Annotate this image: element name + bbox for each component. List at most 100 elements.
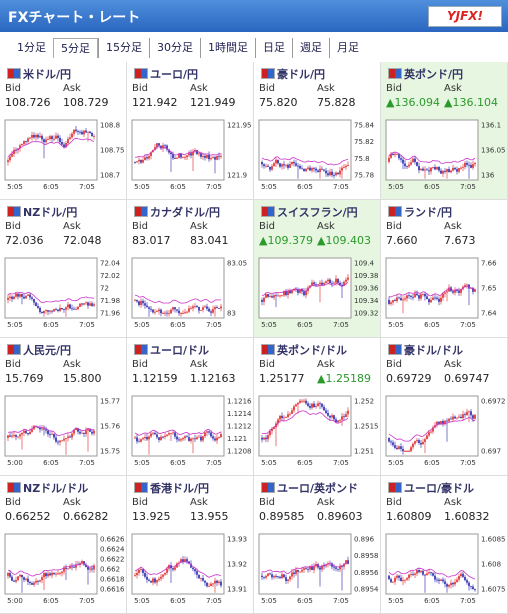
y-tick-label: 0.6618 bbox=[100, 576, 125, 584]
panel[interactable]: 香港ドル/円 Bid Ask 13.925 13.955 13.93 13.92 13.91 5… bbox=[127, 476, 254, 614]
candle-body bbox=[150, 152, 152, 157]
chart-frame bbox=[258, 395, 352, 457]
candle-body bbox=[194, 569, 196, 572]
candle-body bbox=[200, 309, 202, 311]
candle-body bbox=[190, 438, 192, 441]
candle-body bbox=[33, 582, 35, 585]
candle-body bbox=[388, 575, 390, 580]
panel[interactable]: 人民元/円 Bid Ask 15.769 15.800 15.77 15.76 15.75 5:… bbox=[0, 338, 127, 476]
candle-body bbox=[446, 420, 448, 422]
panel[interactable]: ユーロ/英ポンド Bid Ask 0.89585 0.89603 0.896 0.8958 0… bbox=[254, 476, 381, 614]
candle-body bbox=[39, 307, 41, 312]
flag bbox=[134, 68, 148, 79]
candle-body bbox=[168, 313, 170, 314]
candle-body bbox=[148, 307, 150, 309]
tab[interactable]: 30分足 bbox=[149, 38, 200, 58]
logo[interactable]: YJFX! bbox=[428, 6, 502, 27]
candle-body bbox=[214, 580, 216, 584]
candle-body bbox=[291, 161, 293, 165]
candle-body bbox=[279, 415, 281, 420]
flag bbox=[134, 344, 148, 355]
chart-frame bbox=[4, 533, 98, 595]
flag bbox=[7, 68, 21, 79]
y-tick-label: 109.36 bbox=[354, 285, 379, 293]
candle-body bbox=[291, 572, 293, 577]
tab[interactable]: 1時間足 bbox=[200, 38, 255, 58]
candle-body bbox=[208, 308, 210, 312]
candle-body bbox=[79, 131, 81, 133]
candle-body bbox=[285, 577, 287, 582]
candle-body bbox=[158, 309, 160, 312]
panel[interactable]: 英ポンド/円 Bid Ask ▲136.094 ▲136.104 136.1 136.05 1… bbox=[381, 62, 508, 200]
panel[interactable]: スイスフラン/円 Bid Ask ▲109.379 ▲109.403 109.4 109.3… bbox=[254, 200, 381, 338]
candle-body bbox=[325, 564, 327, 567]
candle-body bbox=[317, 564, 319, 568]
candle-body bbox=[430, 431, 432, 433]
candle-body bbox=[305, 168, 307, 172]
candle-body bbox=[454, 416, 456, 419]
candle-body bbox=[19, 574, 21, 577]
candle-body bbox=[23, 141, 25, 144]
mini-chart: 83.05 83 5:05 6:05 7:05 bbox=[131, 257, 247, 329]
candle-body bbox=[198, 574, 200, 579]
candle-body bbox=[333, 566, 335, 568]
candle-body bbox=[162, 574, 164, 577]
panel[interactable]: ユーロ/豪ドル Bid Ask 1.60809 1.60832 1.6085 1.608 1.… bbox=[381, 476, 508, 614]
candle-body bbox=[29, 582, 31, 584]
candle-body bbox=[91, 431, 93, 434]
x-tick-label: 6:05 bbox=[297, 597, 313, 605]
candle-body bbox=[162, 313, 164, 314]
candle-body bbox=[406, 578, 408, 580]
candle-body bbox=[63, 567, 65, 572]
candle-body bbox=[63, 144, 65, 148]
candle-body bbox=[142, 438, 144, 440]
tab[interactable]: 週足 bbox=[292, 38, 329, 58]
bid-label: Bid bbox=[386, 221, 402, 232]
candle-body bbox=[146, 157, 148, 159]
panel[interactable]: NZドル/円 Bid Ask 72.036 72.048 72.04 72.02 72 71.9… bbox=[0, 200, 127, 338]
chart-frame bbox=[4, 119, 98, 181]
panel[interactable]: 豪ドル/円 Bid Ask 75.820 75.828 75.84 75.82 75.8 75.… bbox=[254, 62, 381, 200]
candle-body bbox=[21, 143, 23, 146]
candle-body bbox=[440, 170, 442, 174]
chart-frame bbox=[385, 395, 479, 457]
candle-body bbox=[206, 431, 208, 433]
candle-body bbox=[283, 574, 285, 578]
candle-body bbox=[297, 569, 299, 572]
candle-body bbox=[7, 573, 9, 576]
tab[interactable]: 月足 bbox=[329, 38, 366, 58]
tab[interactable]: 1分足 bbox=[17, 41, 46, 54]
candle-body bbox=[190, 563, 192, 568]
candle-body bbox=[154, 311, 156, 313]
tab[interactable]: 15分足 bbox=[98, 38, 149, 58]
panel[interactable]: ランド/円 Bid Ask 7.660 7.673 7.66 7.65 7.64 5:05 6:0… bbox=[381, 200, 508, 338]
candle-body bbox=[188, 308, 190, 312]
panel[interactable]: 米ドル/円 Bid Ask 108.726 108.729 108.8 108.75 108.… bbox=[0, 62, 127, 200]
candle-body bbox=[67, 568, 69, 570]
tab[interactable]: 日足 bbox=[255, 38, 292, 58]
candle-body bbox=[63, 438, 65, 441]
candle-body bbox=[186, 311, 188, 313]
panel[interactable]: NZドル/ドル Bid Ask 0.66252 0.66282 0.6626 0.6624 0… bbox=[0, 476, 127, 614]
x-tick-label: 6:05 bbox=[170, 321, 186, 329]
chart-frame bbox=[258, 533, 352, 595]
panel[interactable]: ユーロ/ドル Bid Ask 1.12159 1.12163 1.1216 1.1214 1.… bbox=[127, 338, 254, 476]
bid-label: Bid bbox=[132, 221, 148, 232]
bid-label: Bid bbox=[259, 359, 275, 370]
candle-body bbox=[309, 285, 311, 288]
candle-body bbox=[158, 578, 160, 581]
y-tick-label: 0.6622 bbox=[100, 556, 125, 564]
candle-body bbox=[170, 432, 172, 434]
chart-frame bbox=[131, 395, 225, 457]
panel[interactable]: 英ポンド/ドル Bid Ask 1.25177 ▲1.25189 1.252 1.2515 1… bbox=[254, 338, 381, 476]
panel[interactable]: 豪ドル/ドル Bid Ask 0.69729 0.69747 0.6972 0.697 5:0… bbox=[381, 338, 508, 476]
panel[interactable]: ユーロ/円 Bid Ask 121.942 121.949 121.95 121.9 5:05… bbox=[127, 62, 254, 200]
x-tick-label: 5:05 bbox=[261, 459, 277, 467]
candle-body bbox=[13, 580, 15, 582]
candle-body bbox=[295, 404, 297, 407]
candle-body bbox=[65, 307, 67, 310]
panel[interactable]: カナダドル/円 Bid Ask 83.017 83.041 83.05 83 5:05 6:05… bbox=[127, 200, 254, 338]
tab[interactable]: 5分足 bbox=[53, 38, 98, 58]
candle-body bbox=[408, 295, 410, 297]
candle-body bbox=[182, 157, 184, 159]
